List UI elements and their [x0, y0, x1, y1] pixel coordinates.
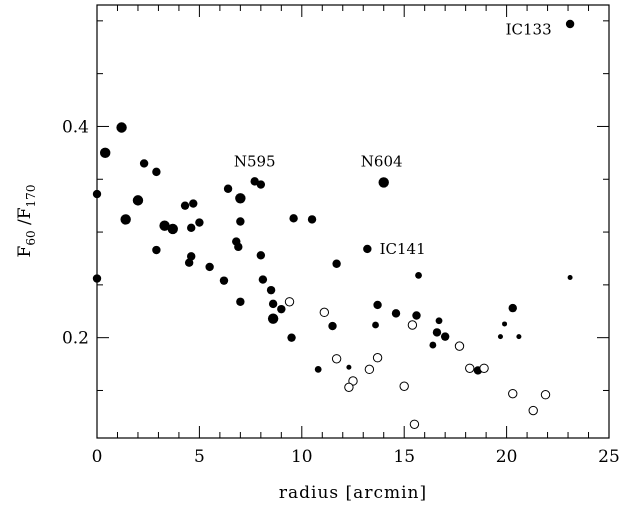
- point-annotation: N604: [361, 153, 403, 171]
- y-axis-label: F60 /F170: [15, 185, 38, 258]
- y-axis-label-sep: /: [15, 219, 35, 230]
- point-annotations: IC133 N595 N604 IC141: [234, 21, 552, 259]
- filled-data-point: [565, 19, 575, 29]
- filled-data-point: [429, 341, 437, 349]
- x-axis-label: radius [arcmin]: [279, 483, 427, 503]
- filled-data-point: [277, 304, 286, 314]
- filled-data-point: [205, 262, 214, 272]
- axis-tick-labels: 0 5 10 15 20 25 0.2 0.4: [62, 117, 620, 467]
- filled-data-point: [502, 321, 508, 327]
- filled-data-point: [314, 365, 322, 373]
- filled-data-point: [268, 299, 278, 309]
- filled-data-point: [116, 122, 127, 133]
- axis-ticks: [96, 5, 610, 438]
- filled-data-point: [92, 274, 102, 283]
- point-annotation: IC141: [380, 240, 426, 258]
- x-tick-label: 5: [194, 447, 205, 467]
- open-data-point: [465, 363, 475, 373]
- y-axis-label-f60: F: [15, 245, 35, 257]
- open-data-point: [364, 364, 375, 375]
- filled-data-point: [435, 317, 443, 325]
- y-tick-label: 0.4: [62, 117, 89, 137]
- open-data-point: [344, 382, 354, 393]
- filled-data-point: [167, 223, 178, 235]
- filled-data-point: [152, 167, 161, 177]
- filled-data-point: [266, 285, 276, 295]
- filled-data-point: [189, 199, 198, 208]
- filled-data-point: [508, 303, 517, 313]
- open-data-point: [372, 353, 383, 363]
- filled-data-point: [378, 177, 389, 188]
- open-data-point: [407, 320, 418, 330]
- filled-data-point: [236, 217, 245, 226]
- filled-data-point: [139, 159, 149, 168]
- filled-data-point: [391, 309, 401, 318]
- filled-data-point: [256, 180, 266, 189]
- y-tick-label: 0.2: [62, 329, 89, 349]
- filled-data-point: [497, 334, 503, 340]
- filled-data-point: [187, 252, 196, 261]
- open-data-point: [454, 341, 465, 351]
- filled-data-point: [223, 184, 233, 193]
- y-axis-label-sub170: 170: [24, 185, 38, 208]
- filled-data-point: [219, 276, 229, 285]
- filled-data-point: [99, 147, 111, 159]
- open-data-point: [479, 363, 489, 373]
- filled-data-point: [184, 258, 194, 267]
- filled-data-point: [267, 313, 279, 324]
- filled-data-point: [372, 321, 379, 329]
- filled-data-point: [132, 195, 144, 206]
- open-data-point: [540, 390, 551, 400]
- filled-data-point: [256, 251, 266, 260]
- filled-data-point: [159, 220, 170, 231]
- filled-data-point: [332, 259, 341, 268]
- open-data-point: [399, 381, 409, 391]
- filled-data-point: [234, 242, 243, 252]
- filled-data-point: [180, 201, 190, 210]
- y-axis-label-f170: F: [15, 207, 35, 219]
- filled-data-point: [567, 274, 573, 280]
- filled-data-point: [287, 333, 296, 342]
- open-data-point: [409, 419, 420, 429]
- filled-data-point: [373, 300, 382, 310]
- open-data-point: [528, 405, 538, 416]
- filled-data-point: [258, 275, 268, 284]
- x-tick-label: 0: [92, 447, 103, 467]
- filled-data-point: [120, 214, 131, 225]
- filled-data-point: [415, 271, 422, 279]
- point-annotation: N595: [234, 153, 276, 171]
- filled-data-point: [92, 189, 102, 199]
- filled-data-point: [363, 244, 372, 254]
- plot-border: [96, 4, 610, 439]
- filled-data-point: [307, 215, 317, 224]
- filled-data-point: [236, 297, 245, 306]
- open-data-point: [284, 297, 295, 307]
- x-tick-label: 15: [393, 447, 415, 467]
- filled-data-point: [516, 334, 522, 340]
- filled-data-point: [328, 321, 337, 331]
- point-annotation: IC133: [506, 21, 552, 39]
- filled-data-point: [432, 328, 442, 337]
- filled-data-point: [346, 364, 352, 370]
- filled-data-point: [440, 332, 450, 341]
- filled-data-point: [412, 311, 421, 320]
- x-tick-label: 10: [291, 447, 313, 467]
- plot-frame: [96, 4, 610, 439]
- filled-data-point: [289, 214, 298, 223]
- data-points: [92, 19, 575, 429]
- filled-data-point: [152, 245, 161, 255]
- filled-data-point: [195, 218, 204, 227]
- x-tick-label: 20: [496, 447, 518, 467]
- y-axis-label-sub60: 60: [24, 230, 38, 245]
- filled-data-point: [235, 193, 246, 204]
- open-data-point: [319, 307, 330, 318]
- open-data-point: [331, 354, 342, 364]
- filled-data-point: [187, 223, 196, 233]
- open-data-point: [508, 388, 518, 399]
- x-tick-label: 25: [598, 447, 620, 467]
